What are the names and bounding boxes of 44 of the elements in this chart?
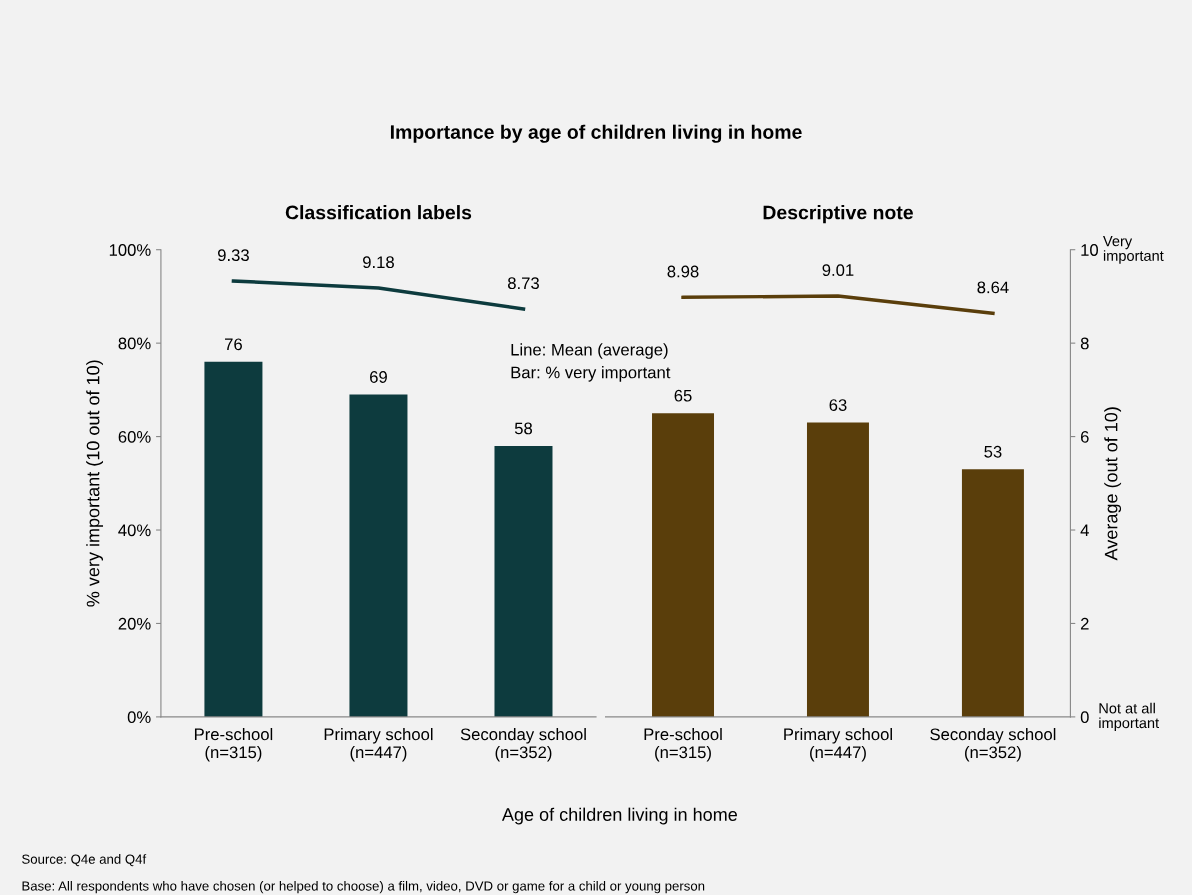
chart-title: Importance by age of children living in home: [390, 124, 802, 143]
data-label: 9.33: [218, 249, 249, 262]
bar: [204, 361, 263, 717]
y-tick-label: 100%: [109, 244, 151, 256]
x-axis-title: Age of children living in home: [501, 807, 737, 825]
data-label: 8.98: [667, 265, 699, 278]
chart-subtitle: Descriptive note: [763, 205, 913, 224]
y2-tick-label: 6: [1080, 430, 1089, 443]
chart-subtitle: Classification labels: [285, 205, 472, 220]
data-label: 76: [225, 338, 242, 351]
y2-tick-label: 4: [1080, 524, 1089, 537]
data-label: 58: [514, 422, 533, 435]
y-tick-label: 0%: [127, 711, 151, 724]
y-tick-label: 60%: [118, 430, 151, 443]
y-tick-label: 40%: [118, 524, 151, 537]
data-label: 63: [829, 399, 847, 411]
text: Base: All respondents who have chosen (or helped to choose) a film, video, DVD or game for a child or young person: [22, 880, 705, 894]
x-tick-label: Pre-school (n=315): [644, 728, 722, 762]
y-axis-title: % very important (10 out of 10): [86, 360, 104, 607]
data-label: 9.01: [822, 264, 854, 276]
text: Very important: [1103, 236, 1164, 264]
x-tick-label: Primary school (n=447): [784, 728, 892, 762]
y2-tick-label: 10: [1081, 244, 1099, 256]
y2-axis-title: Average (out of 10): [1104, 407, 1122, 561]
data-label: 53: [984, 445, 1002, 458]
x-tick-label: Primary school (n=447): [324, 728, 433, 762]
bar: [349, 394, 408, 717]
x-tick-label: Seconday school (n=352): [460, 728, 586, 762]
text: Not at all important: [1099, 702, 1159, 732]
x-tick-label: Pre-school (n=315): [194, 728, 273, 762]
source-note: Source: Q4e and Q4f: [22, 854, 147, 867]
y2-tick-label: 8: [1080, 337, 1089, 350]
bar: [494, 445, 553, 717]
data-label: 9.18: [363, 256, 394, 269]
data-label: 69: [370, 371, 387, 383]
annotation: Line: Mean (average) Bar: % very important: [511, 343, 671, 382]
x-tick-label: Seconday school (n=352): [930, 728, 1056, 762]
y2-tick-label: 2: [1080, 617, 1089, 630]
data-label: 8.64: [977, 281, 1009, 294]
y2-tick-label: 0: [1080, 711, 1089, 724]
data-label: 8.73: [507, 277, 539, 290]
y-tick-label: 20%: [118, 617, 151, 630]
data-label: 65: [674, 389, 692, 402]
y-tick-label: 80%: [118, 337, 151, 350]
